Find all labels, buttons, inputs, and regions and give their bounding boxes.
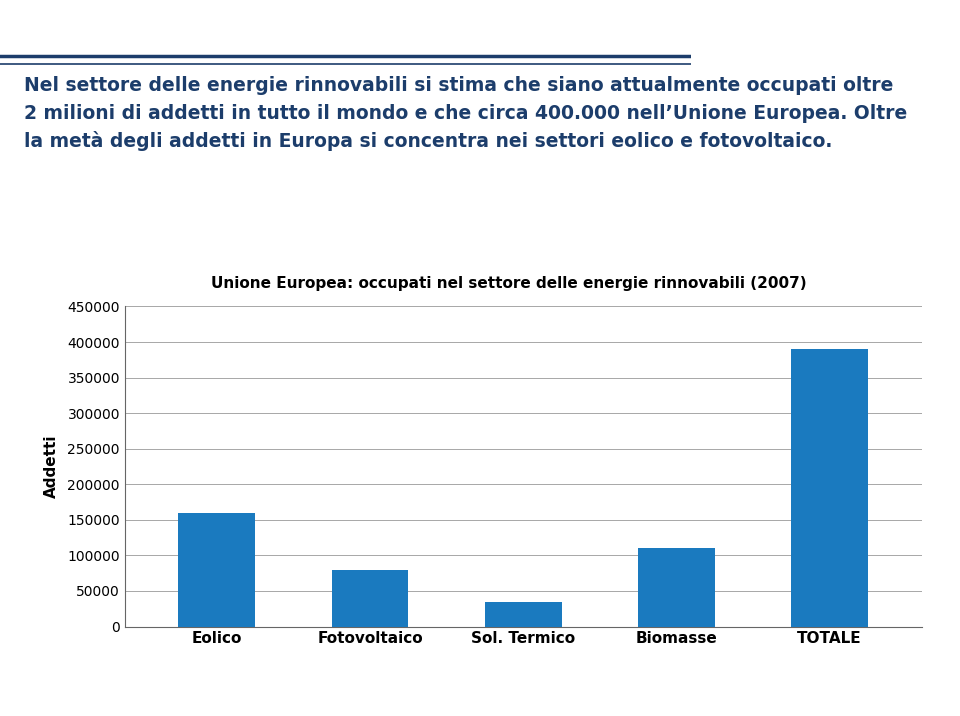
Bar [179,513,255,626]
Bar [331,570,408,626]
Y-axis label: Addetti: Addetti [44,435,59,498]
Text: Unione Europea: occupati nel settore delle energie rinnovabili (2007): Unione Europea: occupati nel settore del… [211,276,806,291]
Bar [485,601,562,626]
Bar [791,349,868,626]
Bar [638,548,715,626]
Text: 6: 6 [923,691,933,706]
Text: Nel settore delle energie rinnovabili si stima che siano attualmente occupati ol: Nel settore delle energie rinnovabili si… [24,77,907,151]
Text: Le fonti rinnovabili: attualità e prospettive di evoluzione tecnologica: Le fonti rinnovabili: attualità e prospe… [12,18,657,36]
